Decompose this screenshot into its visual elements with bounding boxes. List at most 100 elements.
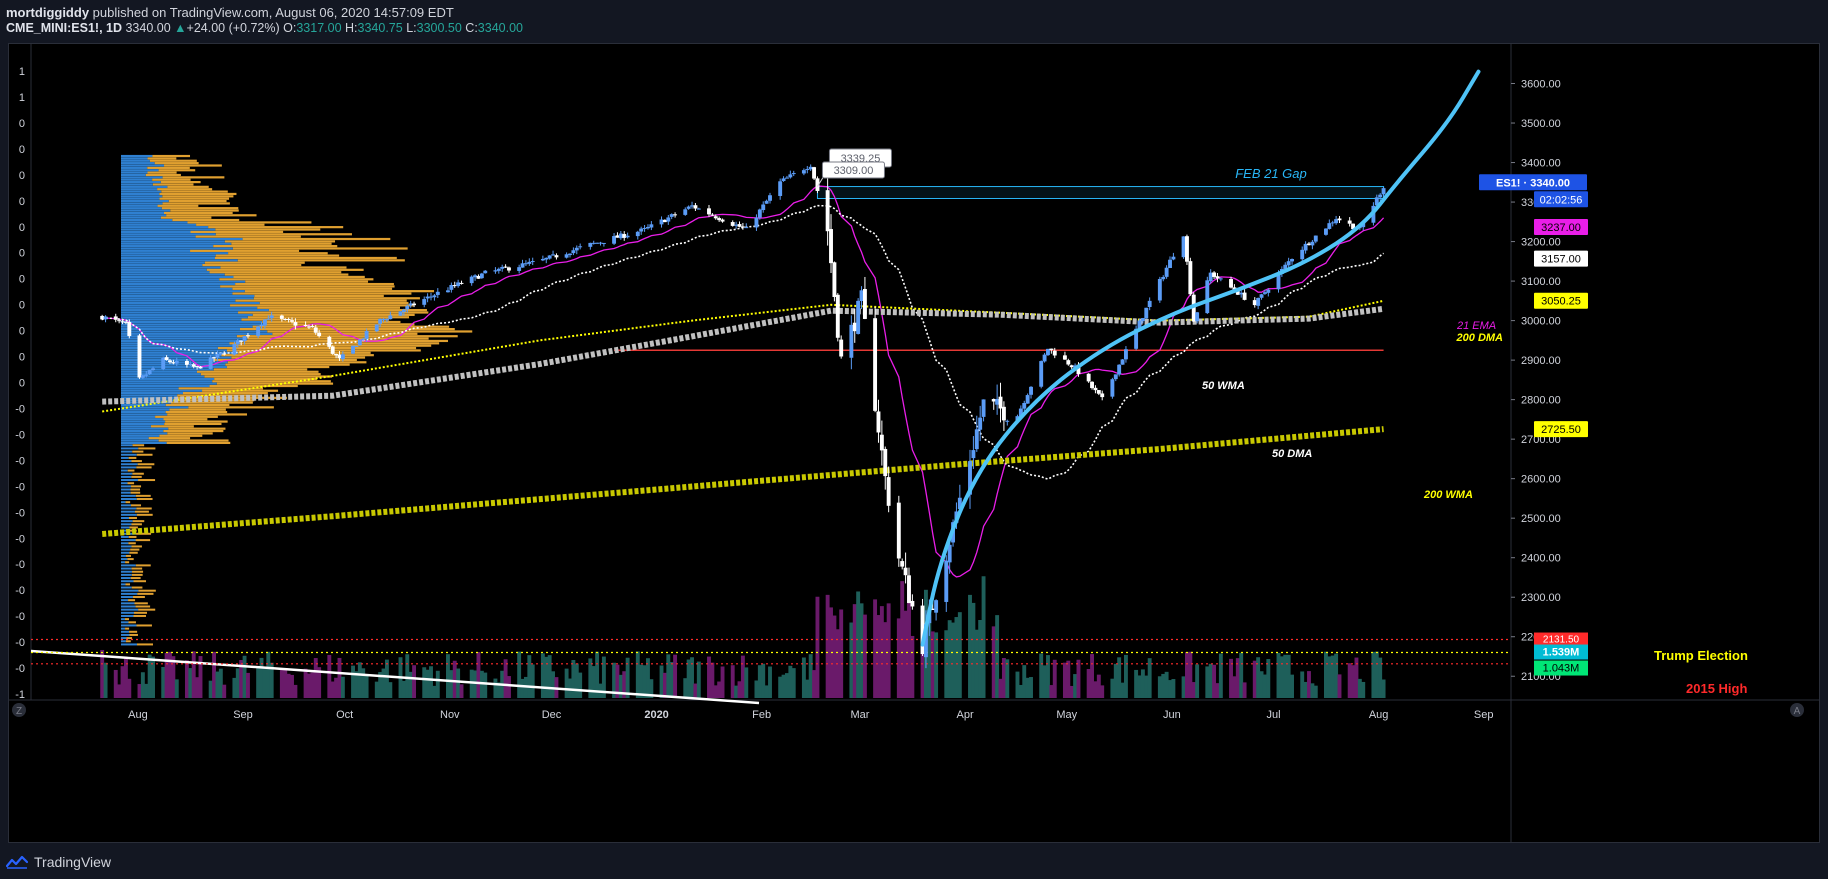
candle[interactable] bbox=[578, 243, 583, 250]
candle[interactable] bbox=[649, 221, 654, 231]
candle[interactable] bbox=[293, 318, 298, 330]
candle[interactable] bbox=[1039, 360, 1044, 389]
candle[interactable] bbox=[405, 304, 410, 313]
candle[interactable] bbox=[340, 351, 345, 362]
candle[interactable] bbox=[659, 216, 664, 228]
candle[interactable] bbox=[849, 315, 854, 370]
candle[interactable] bbox=[496, 267, 501, 274]
candle[interactable] bbox=[408, 300, 413, 308]
candle[interactable] bbox=[507, 266, 511, 273]
candle[interactable] bbox=[279, 314, 284, 322]
candle[interactable] bbox=[449, 282, 454, 293]
candle[interactable] bbox=[215, 350, 220, 362]
candle[interactable] bbox=[476, 274, 481, 279]
candle[interactable] bbox=[1168, 256, 1172, 269]
candle[interactable] bbox=[1042, 352, 1047, 363]
candle[interactable] bbox=[1046, 348, 1050, 356]
candle[interactable] bbox=[1262, 289, 1267, 295]
candle[interactable] bbox=[330, 345, 335, 355]
candle[interactable] bbox=[351, 345, 355, 355]
candle[interactable] bbox=[832, 261, 837, 302]
candle[interactable] bbox=[483, 270, 488, 274]
candle[interactable] bbox=[693, 202, 698, 211]
candle[interactable] bbox=[1259, 293, 1264, 300]
candle[interactable] bbox=[1025, 393, 1030, 404]
candle[interactable] bbox=[1001, 401, 1006, 431]
candle[interactable] bbox=[103, 315, 108, 323]
candle[interactable] bbox=[791, 170, 796, 177]
candle[interactable] bbox=[242, 335, 247, 345]
candle[interactable] bbox=[598, 241, 603, 246]
candle[interactable] bbox=[174, 357, 179, 366]
candle[interactable] bbox=[171, 359, 176, 365]
candle[interactable] bbox=[720, 218, 725, 223]
candle[interactable] bbox=[446, 287, 450, 293]
candle[interactable] bbox=[1022, 400, 1027, 412]
candle[interactable] bbox=[1113, 374, 1118, 382]
candle[interactable] bbox=[835, 293, 840, 342]
candle[interactable] bbox=[859, 286, 864, 309]
candle[interactable] bbox=[883, 446, 888, 490]
candle[interactable] bbox=[1110, 377, 1115, 399]
candle[interactable] bbox=[218, 352, 223, 356]
candle[interactable] bbox=[612, 233, 617, 245]
candle[interactable] bbox=[422, 296, 427, 308]
candle[interactable] bbox=[188, 361, 193, 367]
candle[interactable] bbox=[256, 325, 261, 339]
candle[interactable] bbox=[361, 337, 366, 342]
candle[interactable] bbox=[378, 318, 383, 328]
candle[interactable] bbox=[381, 318, 386, 322]
candle[interactable] bbox=[978, 405, 983, 442]
candle[interactable] bbox=[137, 333, 142, 379]
candle[interactable] bbox=[337, 351, 342, 361]
candle[interactable] bbox=[479, 272, 484, 279]
candle[interactable] bbox=[493, 267, 498, 274]
candle[interactable] bbox=[815, 176, 820, 194]
candle[interactable] bbox=[1117, 364, 1122, 377]
candle[interactable] bbox=[1266, 288, 1271, 297]
candle[interactable] bbox=[551, 250, 555, 256]
price-chart[interactable]: 2100.002200.002300.002400.002500.002600.… bbox=[9, 44, 1819, 842]
candle[interactable] bbox=[825, 176, 830, 246]
candle[interactable] bbox=[805, 165, 810, 174]
candle[interactable] bbox=[968, 449, 972, 509]
candle[interactable] bbox=[384, 318, 389, 323]
candle[interactable] bbox=[1208, 269, 1213, 284]
candle[interactable] bbox=[1218, 277, 1223, 282]
candle[interactable] bbox=[459, 280, 464, 285]
candle[interactable] bbox=[1330, 220, 1335, 227]
candle[interactable] bbox=[998, 382, 1003, 423]
candle[interactable] bbox=[1090, 381, 1094, 390]
candle[interactable] bbox=[757, 208, 762, 220]
candle[interactable] bbox=[327, 335, 332, 349]
candle[interactable] bbox=[1195, 311, 1200, 324]
candle[interactable] bbox=[744, 223, 749, 229]
candle[interactable] bbox=[259, 322, 264, 329]
candle[interactable] bbox=[286, 317, 291, 323]
candle[interactable] bbox=[164, 355, 169, 361]
candle[interactable] bbox=[1029, 386, 1033, 399]
candle[interactable] bbox=[601, 242, 606, 247]
candle[interactable] bbox=[469, 275, 474, 286]
candle[interactable] bbox=[1303, 241, 1308, 254]
candle[interactable] bbox=[907, 567, 911, 604]
candle[interactable] bbox=[595, 242, 600, 244]
candle[interactable] bbox=[1290, 258, 1294, 265]
candle[interactable] bbox=[191, 362, 196, 369]
candle[interactable] bbox=[991, 398, 996, 410]
candle[interactable] bbox=[313, 324, 318, 335]
candle[interactable] bbox=[1286, 257, 1291, 269]
candle[interactable] bbox=[317, 329, 322, 338]
candle[interactable] bbox=[639, 226, 644, 235]
candle[interactable] bbox=[903, 552, 908, 584]
candle[interactable] bbox=[527, 258, 532, 266]
candle[interactable] bbox=[310, 324, 315, 328]
candle[interactable] bbox=[412, 301, 417, 308]
candle[interactable] bbox=[452, 281, 457, 288]
candle[interactable] bbox=[618, 231, 623, 240]
candle[interactable] bbox=[564, 252, 569, 259]
candle[interactable] bbox=[944, 555, 949, 612]
candle[interactable] bbox=[473, 274, 478, 281]
candle[interactable] bbox=[100, 314, 105, 321]
candle[interactable] bbox=[1164, 265, 1169, 279]
